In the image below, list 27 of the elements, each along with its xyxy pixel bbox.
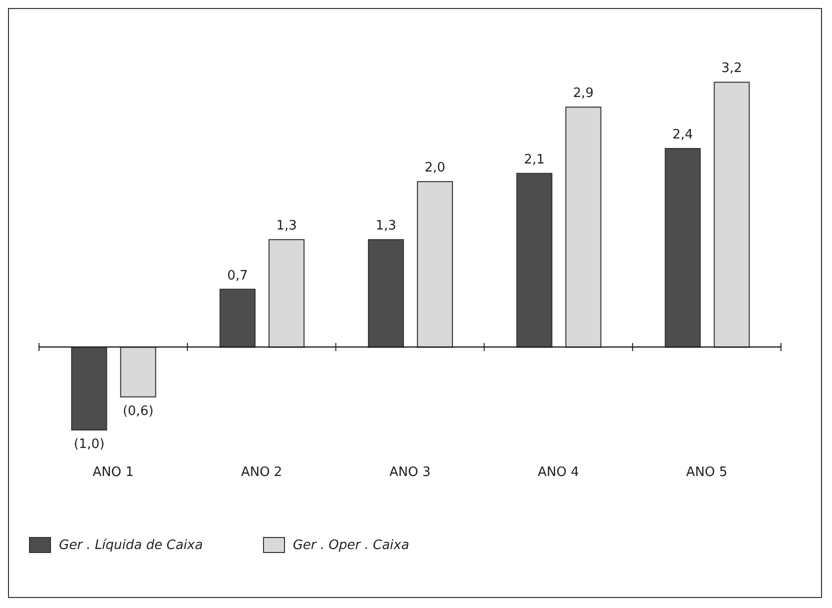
bar — [565, 106, 602, 348]
legend-label: Ger . Oper . Caixa — [292, 538, 410, 552]
bar — [714, 82, 750, 348]
data-label: 1,3 — [276, 218, 297, 234]
bar — [220, 288, 256, 348]
data-label: 3,2 — [721, 61, 742, 76]
x-tick-label: ANO 3 — [389, 465, 431, 480]
bar — [516, 172, 552, 348]
data-label: 2,1 — [524, 152, 545, 168]
x-tick-label: ANO 5 — [686, 465, 728, 480]
x-tick-label: ANO 1 — [92, 465, 134, 480]
bar — [368, 239, 404, 348]
x-tick-label: ANO 4 — [538, 465, 580, 480]
bar — [268, 239, 305, 348]
bar — [71, 346, 108, 431]
x-tick-label: ANO 2 — [240, 465, 282, 480]
data-label: 2,4 — [672, 127, 694, 142]
bar — [664, 148, 701, 348]
data-label: (0,6) — [122, 404, 154, 419]
bar — [120, 346, 156, 398]
data-label: 0,7 — [227, 268, 248, 284]
data-label: 2,0 — [424, 160, 446, 176]
legend-label: Ger . Líquida de Caixa — [59, 538, 203, 552]
bar — [416, 181, 453, 348]
data-label: 1,3 — [376, 218, 396, 234]
data-label: (1,0) — [74, 437, 105, 452]
data-label: 2,9 — [573, 86, 594, 102]
